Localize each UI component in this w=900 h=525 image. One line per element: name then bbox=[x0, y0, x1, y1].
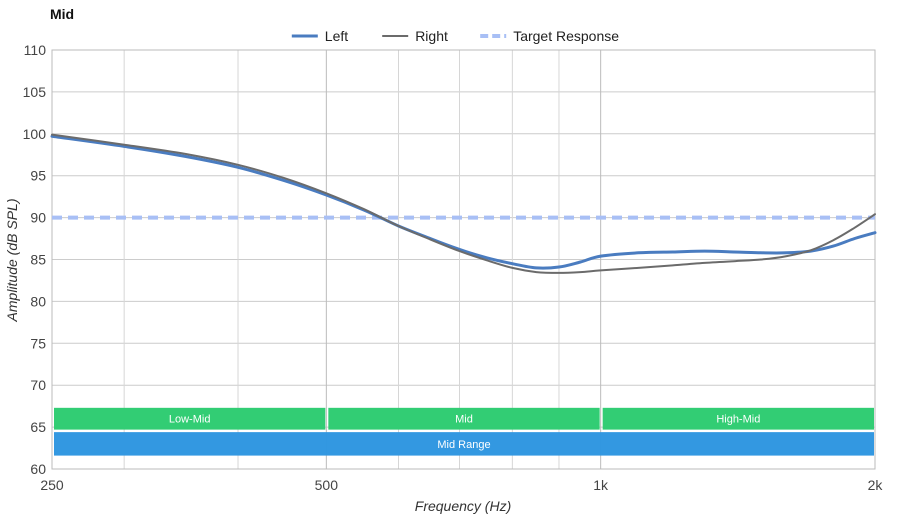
plot-border bbox=[51, 49, 876, 470]
y-tick-label: 100 bbox=[23, 126, 47, 142]
series-line-right bbox=[51, 133, 876, 274]
y-tick-label: 95 bbox=[30, 168, 46, 184]
legend-label-target-response: Target Response bbox=[513, 28, 619, 44]
legend-label-right: Right bbox=[415, 28, 448, 44]
y-tick-label: 90 bbox=[30, 210, 46, 226]
x-tick-label: 250 bbox=[40, 477, 64, 493]
band-low-mid bbox=[54, 407, 326, 430]
y-tick-label: 75 bbox=[30, 335, 46, 351]
chart-title: Mid bbox=[50, 6, 74, 22]
axes: 60 65 70 75 80 85 90 95 100 105 110 250 500 1k 2k bbox=[23, 42, 884, 493]
band-label: Low-Mid bbox=[169, 414, 211, 426]
y-tick-label: 70 bbox=[30, 377, 46, 393]
band-label: Mid bbox=[455, 414, 473, 426]
band-label: Mid Range bbox=[437, 439, 490, 451]
series-lines bbox=[50, 133, 877, 274]
grid bbox=[51, 49, 876, 470]
legend: Left Right Target Response bbox=[291, 28, 619, 44]
y-tick-label: 65 bbox=[30, 419, 46, 435]
y-tick-label: 110 bbox=[24, 42, 47, 58]
band-label: High-Mid bbox=[716, 414, 760, 426]
x-tick-label: 2k bbox=[868, 477, 884, 493]
x-axis-label: Frequency (Hz) bbox=[415, 498, 511, 514]
band-high-mid bbox=[602, 407, 874, 430]
band-mid bbox=[328, 407, 600, 430]
y-tick-label: 60 bbox=[30, 461, 46, 477]
series-line-left bbox=[50, 134, 877, 270]
x-tick-label: 1k bbox=[593, 477, 609, 493]
band-mid-range bbox=[54, 432, 874, 456]
y-tick-label: 80 bbox=[30, 293, 46, 309]
y-tick-label: 85 bbox=[30, 252, 46, 268]
y-tick-label: 105 bbox=[23, 84, 47, 100]
frequency-bands: Low-Mid Mid High-Mid Mid Range bbox=[54, 407, 874, 456]
y-axis-label: Amplitude (dB SPL) bbox=[4, 199, 20, 323]
legend-label-left: Left bbox=[325, 28, 348, 44]
x-tick-label: 500 bbox=[315, 477, 339, 493]
